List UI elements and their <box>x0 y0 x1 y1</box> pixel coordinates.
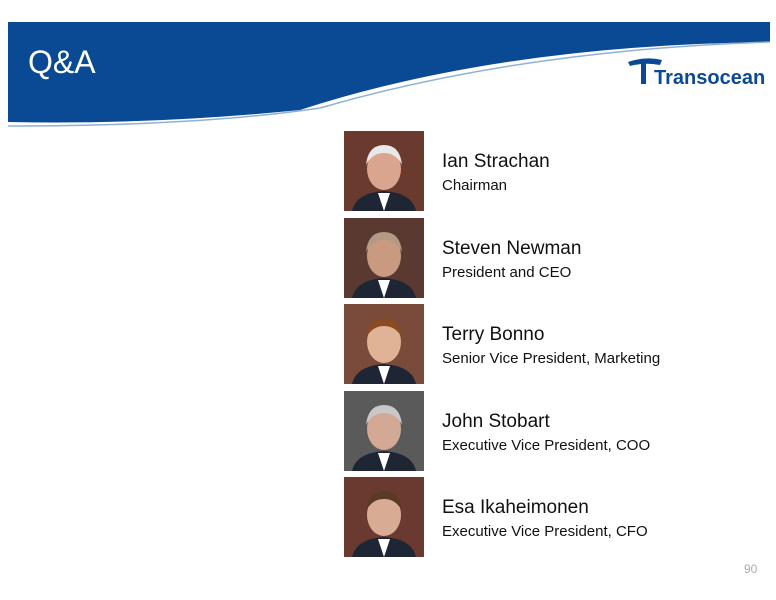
person-role: Executive Vice President, CFO <box>442 523 648 540</box>
portrait <box>344 304 424 384</box>
person-role: President and CEO <box>442 264 572 281</box>
person: John Stobart Executive Vice President, C… <box>344 391 764 471</box>
person: Ian Strachan Chairman <box>344 131 764 211</box>
header-banner: Q&A Transocean <box>7 22 771 127</box>
portrait <box>344 218 424 298</box>
person-role: Senior Vice President, Marketing <box>442 350 661 367</box>
portrait <box>344 391 424 471</box>
person-name: Steven Newman <box>442 238 582 259</box>
person: Steven Newman President and CEO <box>344 218 764 298</box>
person-name: Terry Bonno <box>442 324 545 345</box>
portrait <box>344 131 424 211</box>
title: Q&A <box>28 44 96 80</box>
person-role: Executive Vice President, COO <box>442 437 651 454</box>
person: Terry Bonno Senior Vice President, Marke… <box>344 304 764 384</box>
portrait <box>344 477 424 557</box>
person: Esa Ikaheimonen Executive Vice President… <box>344 477 764 557</box>
page-number: 90 <box>744 562 758 576</box>
person-name: Esa Ikaheimonen <box>442 497 589 518</box>
person-role: Chairman <box>442 177 508 194</box>
person-name: Ian Strachan <box>442 151 550 172</box>
logo-icon <box>628 58 662 84</box>
logo-text: Transocean <box>654 67 765 89</box>
person-name: John Stobart <box>442 411 550 432</box>
